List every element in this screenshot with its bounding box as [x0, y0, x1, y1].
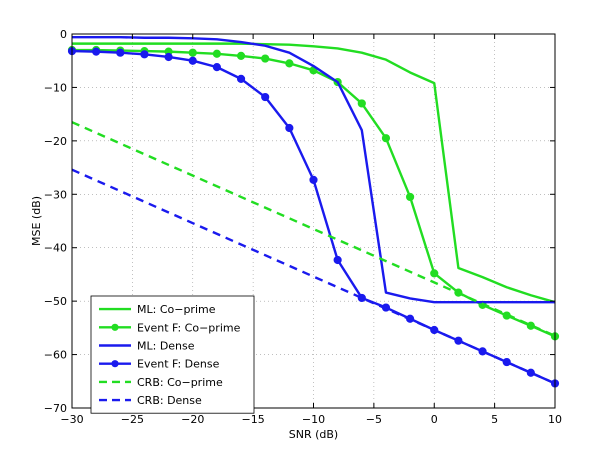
data-point: [212, 63, 221, 72]
y-tick-label: −20: [44, 135, 67, 148]
x-tick-label: 0: [431, 413, 438, 426]
y-axis-label: MSE (dB): [30, 196, 43, 246]
y-tick-label: −40: [44, 242, 67, 255]
x-tick-label: −5: [366, 413, 382, 426]
legend-entry: CRB: Co−prime: [99, 376, 223, 389]
legend-entry: CRB: Dense: [99, 394, 202, 407]
legend-label: CRB: Co−prime: [137, 376, 223, 389]
data-point: [188, 48, 197, 57]
x-tick-label: −10: [302, 413, 325, 426]
legend-entry: Event F: Dense: [99, 358, 220, 371]
x-tick-label: −30: [60, 413, 83, 426]
y-tick-label: 0: [60, 28, 67, 41]
legend-marker: [111, 323, 119, 331]
data-point: [140, 50, 149, 59]
y-tick-label: −50: [44, 295, 67, 308]
y-tick-label: −30: [44, 188, 67, 201]
data-point: [261, 54, 270, 63]
data-point: [285, 123, 294, 133]
data-point: [381, 134, 391, 143]
series-group: [67, 36, 560, 388]
data-point: [92, 47, 101, 56]
x-tick-label: −15: [242, 413, 265, 426]
data-point: [212, 49, 221, 58]
data-point: [285, 59, 294, 68]
legend-entry: ML: Dense: [99, 340, 195, 353]
data-point: [188, 56, 197, 65]
data-point: [333, 255, 342, 265]
x-tick-label: −25: [121, 413, 144, 426]
legend-label: CRB: Dense: [137, 394, 202, 407]
y-tick-label: −70: [44, 402, 67, 415]
y-tick-label: −60: [44, 349, 67, 362]
axes: −30 −25 −20 −15 −10 −5 0 5 100−10−20−30−40−50−60…: [44, 28, 562, 426]
series-line: [71, 168, 556, 385]
series-line: [71, 121, 556, 337]
data-point: [406, 192, 415, 202]
data-point: [261, 92, 270, 102]
series-5: [71, 168, 556, 385]
y-tick-label: −10: [44, 81, 67, 94]
x-tick-label: 10: [548, 413, 562, 426]
series-0: [72, 42, 556, 304]
legend-label: Event F: Co−prime: [137, 321, 241, 334]
data-point: [236, 51, 246, 61]
legend-entry: Event F: Co−prime: [99, 321, 241, 334]
legend-label: ML: Co−prime: [137, 303, 216, 316]
series-line: [72, 42, 556, 304]
legend: ML: Co−prime Event F: Co−prime ML: Dense Ev…: [90, 295, 255, 414]
series-line: [72, 36, 555, 304]
x-tick-label: 5: [491, 413, 498, 426]
x-axis-label: SNR (dB): [289, 428, 338, 441]
series-4: [71, 121, 556, 337]
legend-marker: [111, 360, 119, 368]
data-point: [309, 175, 318, 184]
legend-box: [90, 295, 255, 414]
x-tick-label: −20: [181, 413, 204, 426]
legend-label: ML: Dense: [137, 340, 195, 353]
data-point: [430, 269, 439, 278]
legend-entry: ML: Co−prime: [99, 303, 216, 316]
data-point: [236, 74, 246, 83]
data-point: [116, 48, 125, 57]
series-2: [72, 36, 555, 304]
legend-label: Event F: Dense: [137, 358, 220, 371]
data-point: [357, 99, 366, 108]
data-point: [164, 52, 173, 62]
